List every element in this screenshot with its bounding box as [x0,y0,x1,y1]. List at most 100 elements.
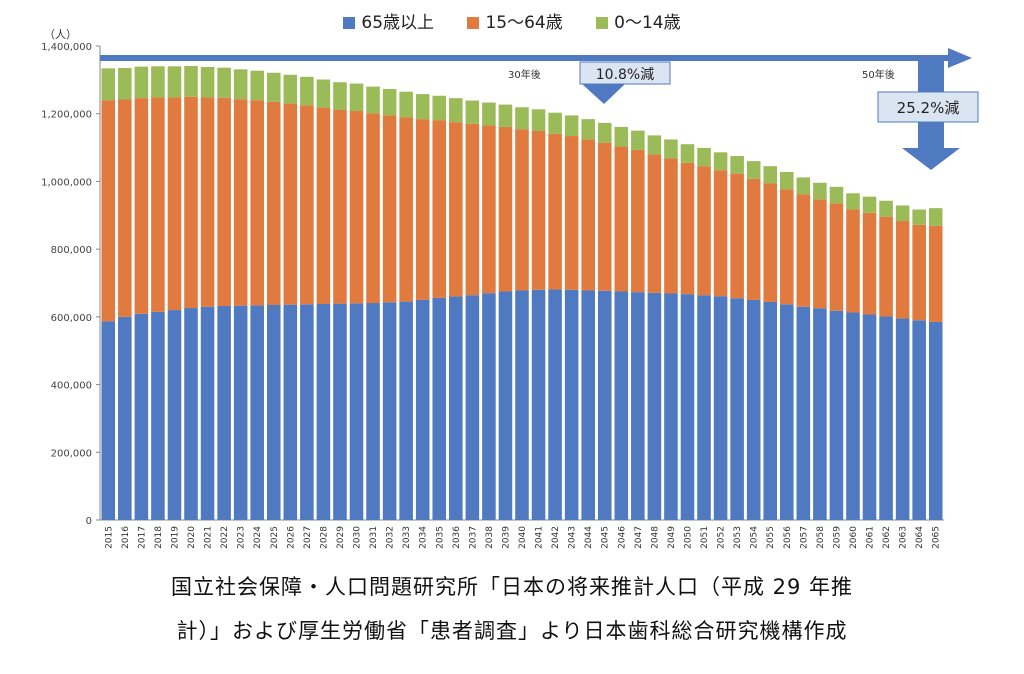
bar-segment-elderly [366,302,380,520]
bar-segment-working [862,212,877,315]
x-tick-label: 2044 [584,526,594,549]
x-tick-label: 2035 [435,526,445,549]
bar-segment-child [531,109,546,131]
bar-segment-working [118,99,132,317]
x-tick-label: 2033 [402,526,412,549]
bar-segment-child [233,69,248,100]
bar-segment-working [200,97,215,307]
bar-segment-elderly [266,305,281,520]
bar-segment-child [515,107,529,130]
bar-segment-child [217,67,231,98]
bar-segment-elderly [713,296,728,520]
bar-segment-child [200,66,215,98]
x-tick-label: 2047 [634,526,644,549]
bar-segment-elderly [531,289,546,520]
bar-segment-child [134,66,149,99]
bar-segment-elderly [200,306,215,520]
bar-segment-child [548,112,562,134]
bar-segment-working [548,133,562,290]
callout-50-text: 25.2%減 [897,99,960,117]
x-tick-label: 2064 [915,526,925,549]
x-tick-label: 2021 [204,526,214,549]
bar-segment-elderly [482,293,496,520]
bar-segment-child [118,68,132,100]
x-tick-label: 2039 [501,526,511,549]
bar-segment-elderly [498,291,513,520]
bar-segment-child [399,91,413,118]
x-tick-label: 2052 [717,526,727,549]
caption-line-2: 計）」および厚生労働省「患者調査」より日本歯科総合研究機構作成 [176,619,848,643]
bar-segment-working [101,100,116,322]
y-tick-label: 1,400,000 [41,42,92,53]
bar-segment-elderly [167,310,182,520]
callout-50-box [877,91,979,123]
bar-segment-working [912,224,926,321]
bar-segment-working [730,173,744,299]
bar-segment-working [928,225,943,322]
bar-segment-child [813,182,827,200]
x-tick-label: 2026 [286,526,296,549]
bar-segment-elderly [415,299,430,520]
bar-segment-working [399,117,413,302]
bar-segment-elderly [928,321,943,520]
bar-segment-working [680,162,695,295]
bar-segment-working [780,189,794,305]
x-tick-label: 2046 [617,526,627,549]
bar-segment-elderly [316,303,331,520]
x-tick-label: 2028 [319,526,329,549]
x-tick-label: 2040 [518,526,528,549]
bar-segment-working [713,170,728,297]
x-tick-label: 2048 [650,526,660,549]
bar-segment-elderly [432,297,447,520]
bar-segment-child [432,95,447,121]
bar-segment-child [382,89,397,116]
x-tick-label: 2045 [601,526,611,549]
bar-segment-child [465,100,480,124]
bar-segment-working [597,142,612,291]
label-30-years: 30年後 [508,68,541,81]
bar-segment-child [647,135,662,155]
bar-segment-elderly [399,301,413,520]
x-tick-label: 2027 [303,526,313,549]
bar-segment-working [697,166,711,296]
bar-segment-working [366,113,380,303]
chart-legend: 65歳以上 15〜64歳 0〜14歳 [0,8,1024,33]
label-50-years: 50年後 [862,68,895,81]
bar-segment-child [283,74,298,104]
bar-segment-child [928,208,943,226]
bar-segment-child [415,94,430,120]
bar-segment-elderly [680,294,695,520]
bar-segment-working [167,97,182,311]
x-tick-label: 2065 [932,526,942,549]
bar-segment-working [283,103,298,305]
caption-line-1: 国立社会保障・人口問題研究所「日本の将来推計人口（平成 29 年推 [170,575,854,599]
legend-label-elderly: 65歳以上 [361,13,435,33]
bar-segment-working [316,107,331,304]
legend-swatch-working [467,17,480,29]
bar-segment-working [134,98,149,314]
bar-segment-child [664,139,678,159]
bar-segment-elderly [465,295,480,520]
x-tick-label: 2017 [137,526,147,549]
bar-segment-child [101,68,116,101]
timeline-arrow-head [948,48,972,68]
legend-label-working: 15〜64歳 [485,13,563,33]
bar-segment-working [300,105,314,305]
x-tick-label: 2050 [683,526,693,549]
bar-segment-working [184,96,198,309]
x-tick-label: 2060 [849,526,859,549]
bar-segment-working [829,203,844,311]
bar-segment-elderly [515,290,529,520]
bar-segment-child [581,119,595,140]
bar-segment-elderly [796,306,811,520]
bar-segment-child [829,186,844,204]
bar-segment-working [333,109,347,304]
bar-segment-elderly [780,304,794,520]
x-tick-label: 2034 [419,526,429,549]
x-tick-label: 2042 [551,526,561,549]
bar-segment-elderly [134,313,149,520]
x-tick-label: 2058 [816,526,826,549]
bar-segment-elderly [449,296,463,520]
x-tick-label: 2036 [452,526,462,549]
bar-segment-working [449,122,463,297]
